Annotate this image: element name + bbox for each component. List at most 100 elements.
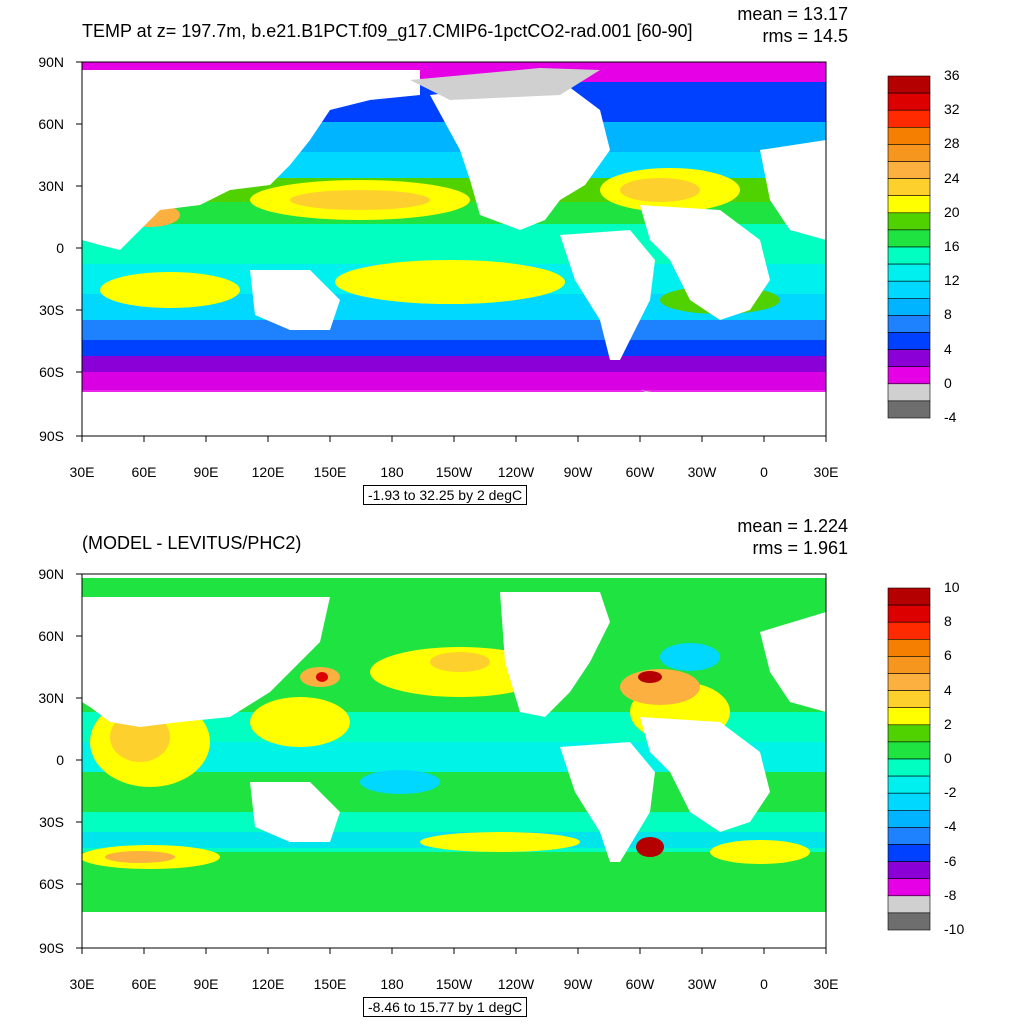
colorbar-tick-label: 16 [944, 238, 960, 254]
mean-label: mean = 13.17 [737, 4, 848, 24]
lat-label: 0 [56, 752, 64, 768]
colorbar-swatch [887, 383, 931, 402]
contour-range-label: -1.93 to 32.25 by 2 degC [363, 485, 528, 505]
colorbar-tick-label: 20 [944, 203, 960, 220]
difference-map-svg [76, 573, 931, 954]
lon-label: 120E [251, 976, 285, 992]
lat-label: 30S [39, 302, 64, 318]
colorbar-swatch [887, 195, 931, 214]
lat-label: 60N [38, 628, 64, 644]
colorbar-swatch [887, 92, 931, 111]
colorbar-swatch [887, 246, 931, 265]
difference-colorbar [887, 587, 931, 931]
colorbar-swatch [887, 758, 931, 777]
lon-label: 0 [760, 976, 768, 992]
colorbar-tick-label: -8 [944, 886, 957, 903]
lon-label: 30W [687, 976, 717, 992]
colorbar-swatch [887, 878, 931, 897]
lon-label: 90W [563, 464, 593, 480]
colorbar-tick-label: 24 [944, 169, 960, 186]
colorbar-swatch [887, 144, 931, 162]
colorbar-swatch [887, 741, 931, 760]
lon-label: 90W [563, 976, 593, 992]
colorbar-swatch [887, 366, 931, 385]
lon-label: 180 [380, 464, 404, 480]
colorbar-tick-label: -10 [944, 921, 965, 937]
lon-label: 150E [313, 464, 347, 480]
colorbar-tick-label: -6 [944, 852, 957, 869]
colorbar-tick-label: 12 [944, 272, 960, 289]
colorbar-tick-label: 0 [944, 374, 952, 391]
lat-label: 60S [39, 364, 64, 380]
colorbar-swatch [887, 656, 931, 674]
colorbar-swatch [887, 844, 931, 862]
lat-label: 0 [56, 240, 64, 256]
colorbar-tick-label: 36 [944, 67, 960, 83]
lon-label: 0 [760, 464, 768, 480]
colorbar-swatch [887, 861, 931, 880]
colorbar-tick-label: 10 [944, 579, 960, 595]
colorbar-swatch [887, 263, 931, 282]
colorbar-swatch [887, 792, 931, 811]
colorbar-tick-label: 4 [944, 340, 952, 357]
lon-label: 150W [435, 976, 473, 992]
colorbar-swatch [887, 178, 931, 197]
lon-label: 60W [625, 464, 655, 480]
colorbar-swatch [887, 161, 931, 179]
temperature-colorbar [887, 75, 931, 419]
colorbar-swatch [887, 621, 931, 640]
lon-label: 120W [497, 464, 535, 480]
lon-label: 30E [69, 464, 95, 480]
lat-label: 60N [38, 116, 64, 132]
colorbar-swatch [887, 912, 931, 931]
colorbar-tick-label: 0 [944, 750, 952, 766]
lat-label: 30N [38, 690, 64, 706]
lon-label: 60E [131, 976, 157, 992]
colorbar-swatch [887, 707, 931, 726]
lon-label: 90E [193, 464, 219, 480]
lat-label: 90S [39, 428, 64, 444]
colorbar-swatch [887, 315, 931, 333]
lat-label: 90N [38, 566, 64, 582]
colorbar-swatch [887, 639, 931, 657]
colorbar-swatch [887, 775, 931, 794]
lon-label: 150W [435, 464, 473, 480]
colorbar-swatch [887, 895, 931, 914]
colorbar-swatch [887, 212, 931, 231]
colorbar-swatch [887, 109, 931, 128]
lon-label: 180 [380, 976, 404, 992]
map-title: TEMP at z= 197.7m, b.e21.B1PCT.f09_g17.C… [82, 21, 693, 41]
colorbar-swatch [887, 280, 931, 299]
colorbar-tick-label: 28 [944, 135, 960, 152]
temperature-map-panel: TEMP at z= 197.7m, b.e21.B1PCT.f09_g17.C… [38, 4, 960, 505]
colorbar-swatch [887, 587, 931, 606]
colorbar-swatch [887, 127, 931, 145]
lon-label: 30E [69, 976, 95, 992]
lon-label: 60E [131, 464, 157, 480]
difference-map-panel: (MODEL - LEVITUS/PHC2) mean = 1.224 rms … [0, 512, 1024, 1024]
temperature-map-svg [76, 61, 931, 442]
mean-label: mean = 1.224 [737, 516, 848, 536]
colorbar-tick-label: 8 [944, 613, 952, 630]
contour-range-label: -8.46 to 15.77 by 1 degC [363, 997, 528, 1017]
colorbar-swatch [887, 229, 931, 248]
rms-label: rms = 14.5 [762, 26, 848, 46]
colorbar-tick-label: 32 [944, 101, 960, 118]
colorbar-swatch [887, 827, 931, 845]
lat-label: 90N [38, 54, 64, 70]
lat-label: 60S [39, 876, 64, 892]
colorbar-swatch [887, 604, 931, 623]
colorbar-swatch [887, 75, 931, 94]
lon-label: 30E [813, 464, 839, 480]
colorbar-swatch [887, 332, 931, 350]
colorbar-tick-label: 8 [944, 306, 952, 323]
rms-label: rms = 1.961 [752, 538, 848, 558]
lat-label: 30S [39, 814, 64, 830]
lat-label: 90S [39, 940, 64, 956]
map-title: (MODEL - LEVITUS/PHC2) [82, 533, 302, 553]
colorbar-tick-label: 2 [944, 715, 952, 732]
difference-field [82, 574, 826, 948]
colorbar-swatch [887, 349, 931, 368]
lon-label: 30W [687, 464, 717, 480]
axis-ticks [76, 61, 827, 442]
